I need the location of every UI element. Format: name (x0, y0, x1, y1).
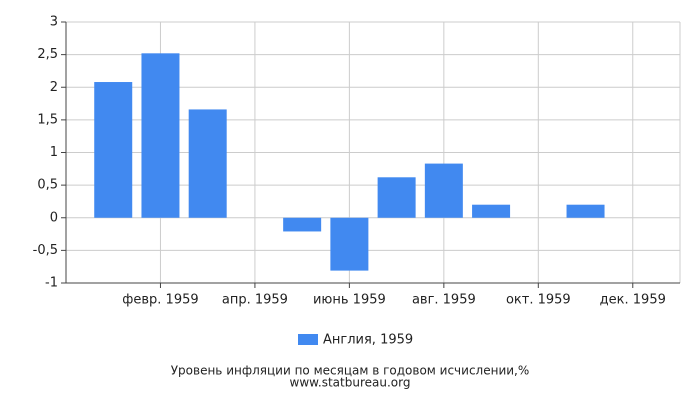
legend-label: Англия, 1959 (323, 333, 413, 348)
x-tick-label: апр. 1959 (222, 293, 288, 308)
y-tick-label: 1 (50, 145, 58, 160)
y-tick-label: 3 (50, 15, 58, 30)
x-tick-label: февр. 1959 (122, 293, 198, 308)
bar (330, 217, 369, 271)
y-tick-label: 1,5 (37, 112, 58, 127)
x-tick-label: дек. 1959 (600, 293, 666, 308)
bar (141, 53, 180, 218)
chart-title: Уровень инфляции по месяцам в годовом ис… (171, 364, 530, 378)
chart-source: www.statbureau.org (290, 376, 411, 390)
y-tick-label: 2,5 (37, 47, 58, 62)
bar (472, 204, 511, 218)
bar (377, 177, 416, 218)
x-tick-label: авг. 1959 (412, 293, 476, 308)
y-tick-label: 2 (50, 80, 58, 95)
y-tick-label: -1 (45, 276, 58, 291)
legend-swatch (298, 334, 318, 345)
x-tick-label: окт. 1959 (506, 293, 571, 308)
y-tick-label: 0 (50, 210, 58, 225)
bar (283, 217, 322, 232)
bar (424, 163, 463, 218)
bar (94, 82, 133, 218)
y-tick-label: -0,5 (33, 243, 58, 258)
bar (566, 204, 605, 218)
bar (188, 109, 227, 218)
x-tick-label: июнь 1959 (313, 293, 386, 308)
y-tick-label: 0,5 (37, 178, 58, 193)
